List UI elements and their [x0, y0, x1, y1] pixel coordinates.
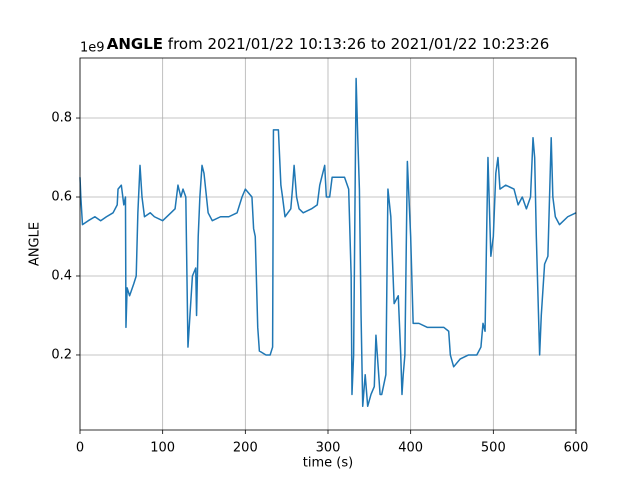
- title-variable: ANGLE: [107, 35, 163, 53]
- title-text: from 2021/01/22 10:13:26 to 2021/01/22 1…: [168, 35, 549, 53]
- y-tick-label: 0.6: [51, 190, 72, 205]
- x-tick-label: 300: [316, 441, 341, 456]
- y-tick-label: 0.8: [51, 111, 72, 126]
- plot-frame: [79, 57, 577, 431]
- x-axis-label: time (s): [303, 456, 353, 471]
- offset-text: 1e9: [80, 41, 105, 56]
- x-tick-label: 400: [398, 441, 423, 456]
- x-tick-label: 0: [76, 441, 84, 456]
- y-axis-label: ANGLE: [28, 222, 43, 266]
- data-line: [79, 77, 577, 408]
- x-tick-label: 500: [481, 441, 506, 456]
- x-tick-label: 100: [150, 441, 175, 456]
- x-tick-label: 600: [564, 441, 589, 456]
- y-tick-label: 0.2: [51, 347, 72, 362]
- chart-title: ANGLE from 2021/01/22 10:13:26 to 2021/0…: [107, 35, 550, 53]
- x-tick-label: 200: [233, 441, 258, 456]
- y-tick-label: 0.4: [51, 268, 72, 283]
